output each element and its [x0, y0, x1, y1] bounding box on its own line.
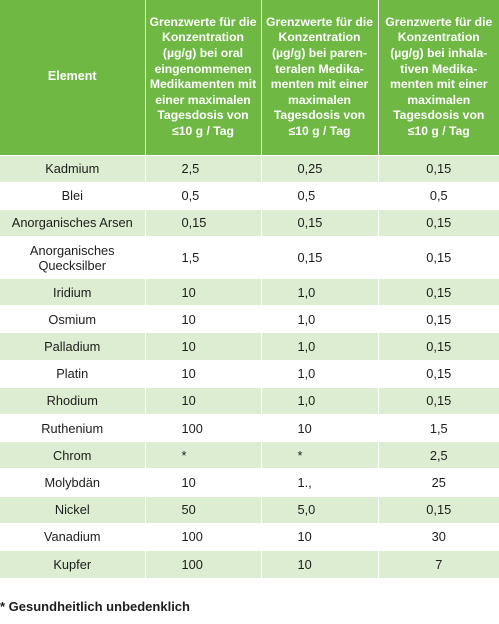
cell-inhalation: 0,15	[377, 208, 499, 237]
table-row: Chrom * * 2,5	[0, 441, 499, 469]
cell-oral: 10	[144, 468, 261, 497]
cell-element: Osmium	[0, 305, 145, 333]
cell-element: Blei	[0, 181, 145, 210]
cell-parenteral: 1,0	[260, 359, 378, 388]
cell-inhalation: 0,15	[377, 332, 499, 361]
cell-element: Rhodium	[0, 386, 145, 415]
cell-oral: 10	[144, 305, 261, 333]
cell-element: Kadmium	[0, 154, 145, 183]
cell-inhalation: 0,15	[377, 495, 499, 524]
header-parenteral: Grenzwerte für die Konzentration (µg/g) …	[260, 0, 378, 155]
cell-oral: 0,15	[144, 208, 261, 237]
table-row: Palladium 10 1,0 0,15	[0, 332, 499, 361]
cell-inhalation: 1,5	[377, 413, 499, 442]
cell-parenteral: 1,0	[260, 278, 378, 306]
element-limits-table: Element Grenzwerte für die Konzentration…	[0, 0, 499, 578]
cell-parenteral: 10	[260, 522, 378, 551]
cell-oral: 10	[144, 278, 261, 306]
footnote: * Gesundheitlich unbedenklich	[0, 599, 190, 614]
cell-parenteral: 0,25	[260, 154, 378, 183]
cell-oral: 0,5	[144, 181, 261, 210]
cell-inhalation: 7	[377, 549, 499, 578]
cell-parenteral: 5,0	[260, 495, 378, 524]
cell-inhalation: 0,15	[377, 236, 499, 279]
cell-inhalation: 2,5	[377, 441, 499, 469]
cell-oral: *	[144, 441, 261, 469]
table-row: Iridium 10 1,0 0,15	[0, 278, 499, 306]
table-row: Anorganisches Quecksilber 1,5 0,15 0,15	[0, 236, 499, 279]
cell-oral: 10	[144, 386, 261, 415]
cell-element: Nickel	[0, 495, 145, 524]
table-row: Kadmium 2,5 0,25 0,15	[0, 154, 499, 183]
cell-element: Vanadium	[0, 522, 145, 551]
cell-inhalation: 0,15	[377, 305, 499, 333]
cell-parenteral: 0,15	[260, 208, 378, 237]
cell-inhalation: 0,15	[377, 278, 499, 306]
cell-oral: 50	[144, 495, 261, 524]
cell-element: Chrom	[0, 441, 145, 469]
cell-oral: 10	[144, 332, 261, 361]
table-header-row: Element Grenzwerte für die Konzentration…	[0, 0, 499, 155]
table-row: Kupfer 100 10 7	[0, 549, 499, 578]
cell-element: Anorganisches Arsen	[0, 208, 145, 237]
cell-inhalation: 0,5	[377, 181, 499, 210]
cell-oral: 2,5	[144, 154, 261, 183]
table-row: Platin 10 1,0 0,15	[0, 359, 499, 388]
cell-inhalation: 25	[377, 468, 499, 497]
table-row: Anorganisches Arsen 0,15 0,15 0,15	[0, 208, 499, 237]
cell-inhalation: 0,15	[377, 386, 499, 415]
table-row: Ruthenium 100 10 1,5	[0, 413, 499, 442]
cell-oral: 10	[144, 359, 261, 388]
table-row: Osmium 10 1,0 0,15	[0, 305, 499, 333]
header-oral: Grenzwerte für die Konzentration (µg/g) …	[144, 0, 261, 155]
cell-parenteral: 1,0	[260, 305, 378, 333]
cell-oral: 100	[144, 413, 261, 442]
cell-parenteral: 0,15	[260, 236, 378, 279]
header-element: Element	[0, 0, 145, 155]
table-row: Nickel 50 5,0 0,15	[0, 495, 499, 524]
cell-parenteral: 1.,	[260, 468, 378, 497]
cell-element: Iridium	[0, 278, 145, 306]
cell-parenteral: 10	[260, 549, 378, 578]
cell-parenteral: 1,0	[260, 386, 378, 415]
cell-oral: 100	[144, 522, 261, 551]
cell-inhalation: 30	[377, 522, 499, 551]
cell-parenteral: 1,0	[260, 332, 378, 361]
cell-element: Kupfer	[0, 549, 145, 578]
cell-oral: 1,5	[144, 236, 261, 279]
table-row: Vanadium 100 10 30	[0, 522, 499, 551]
cell-element: Molybdän	[0, 468, 145, 497]
cell-element: Platin	[0, 359, 145, 388]
table-row: Molybdän 10 1., 25	[0, 468, 499, 497]
cell-element: Palladium	[0, 332, 145, 361]
cell-parenteral: *	[260, 441, 378, 469]
table-row: Blei 0,5 0,5 0,5	[0, 181, 499, 210]
table-row: Rhodium 10 1,0 0,15	[0, 386, 499, 415]
cell-parenteral: 10	[260, 413, 378, 442]
cell-oral: 100	[144, 549, 261, 578]
cell-inhalation: 0,15	[377, 359, 499, 388]
cell-element: Anorganisches Quecksilber	[0, 236, 145, 279]
cell-parenteral: 0,5	[260, 181, 378, 210]
cell-inhalation: 0,15	[377, 154, 499, 183]
cell-element: Ruthenium	[0, 413, 145, 442]
header-inhalation: Grenzwerte für die Konzentration (µg/g) …	[377, 0, 499, 155]
